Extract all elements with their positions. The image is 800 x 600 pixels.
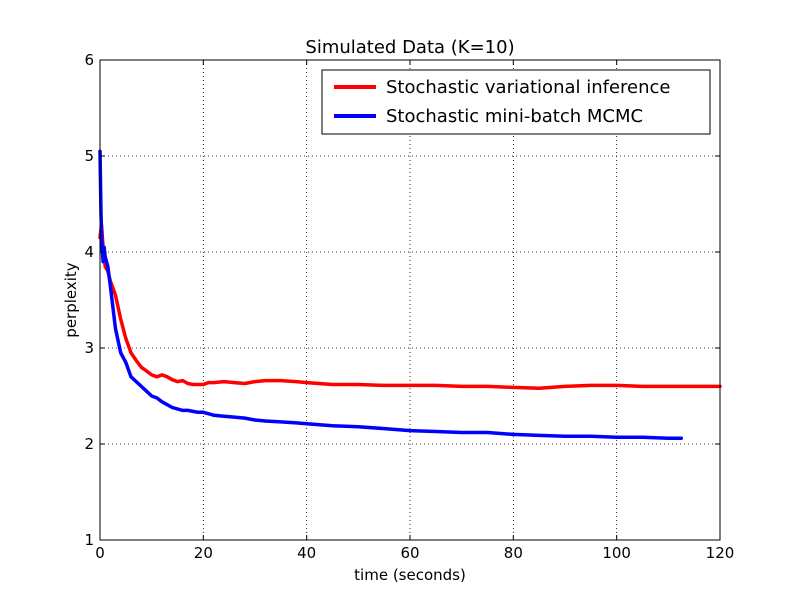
y-tick-label: 2 bbox=[84, 435, 94, 453]
ticks: 0 20 40 60 80 100 120 1 2 3 4 5 6 bbox=[84, 51, 734, 562]
legend-label-svi: Stochastic variational inference bbox=[386, 77, 671, 98]
x-tick-label: 60 bbox=[400, 544, 419, 562]
chart-title: Simulated Data (K=10) bbox=[305, 37, 514, 58]
series-svi-line bbox=[98, 223, 722, 391]
series-mcmc-line bbox=[98, 149, 684, 440]
x-tick-label: 120 bbox=[706, 544, 735, 562]
y-axis-label: perplexity bbox=[62, 262, 80, 337]
legend-label-mcmc: Stochastic mini-batch MCMC bbox=[386, 106, 643, 127]
legend-box bbox=[321, 69, 711, 135]
y-tick-label: 5 bbox=[84, 147, 94, 165]
legend: Stochastic variational inference Stochas… bbox=[321, 69, 711, 135]
x-tick-label: 0 bbox=[95, 544, 105, 562]
x-tick-label: 40 bbox=[297, 544, 316, 562]
x-tick-label: 100 bbox=[602, 544, 631, 562]
y-tick-label: 6 bbox=[84, 51, 94, 69]
y-tick-label: 3 bbox=[84, 339, 94, 357]
y-tick-label: 1 bbox=[84, 531, 94, 549]
x-tick-label: 80 bbox=[504, 544, 523, 562]
x-tick-label: 20 bbox=[194, 544, 213, 562]
y-tick-label: 4 bbox=[84, 243, 94, 261]
grid bbox=[100, 60, 720, 540]
series-lines bbox=[98, 149, 722, 440]
x-axis-label: time (seconds) bbox=[354, 566, 466, 584]
